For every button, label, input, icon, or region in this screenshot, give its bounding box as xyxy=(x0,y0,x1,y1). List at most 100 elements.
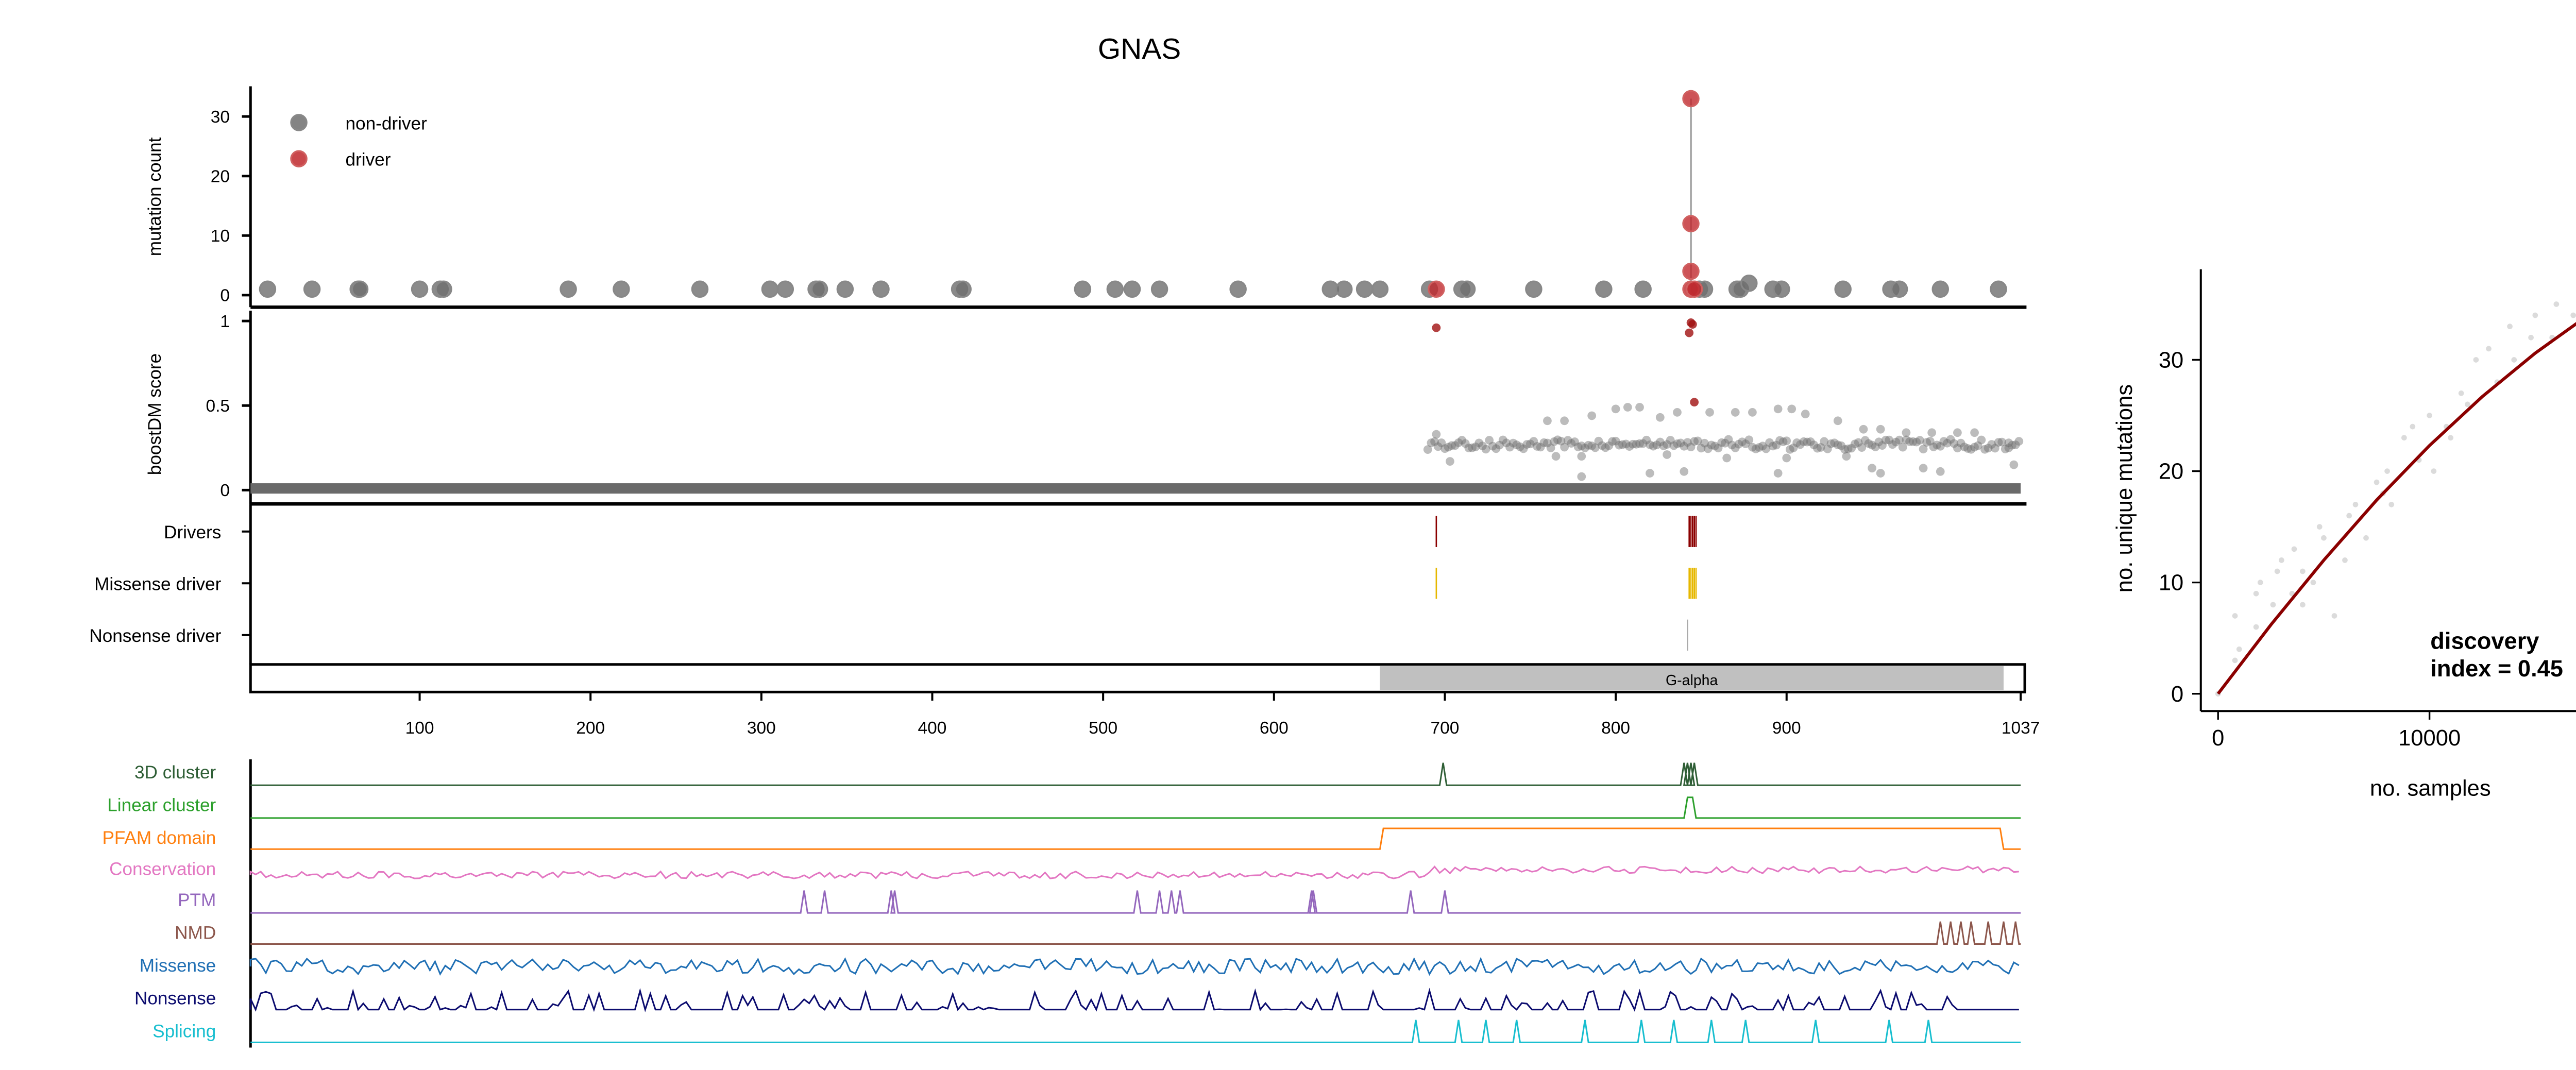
boostdm-point xyxy=(1840,445,1849,454)
boostdm-point xyxy=(1787,404,1797,414)
sample-point xyxy=(2431,468,2437,474)
boostdm-point xyxy=(2004,443,2013,452)
sample-point xyxy=(2410,423,2416,430)
boostdm-point xyxy=(1642,435,1651,445)
boostdm-point xyxy=(1876,469,1885,478)
sample-point xyxy=(2507,324,2513,330)
boostdm-point xyxy=(1516,442,1524,451)
boostdm-point xyxy=(1700,438,1709,448)
boostdm-point xyxy=(1543,416,1552,426)
non-driver-point xyxy=(1074,280,1092,298)
track-label-3d-cluster: 3D cluster xyxy=(134,762,216,783)
legend-label-driver: driver xyxy=(346,150,391,170)
boostdm-point xyxy=(1919,464,1928,473)
sample-point xyxy=(2316,524,2323,530)
x-tick-label: 100 xyxy=(405,719,434,738)
boostdm-point xyxy=(1751,445,1760,453)
sample-point xyxy=(2253,590,2259,597)
boostdm-point xyxy=(1891,437,1901,447)
sample-point xyxy=(2570,312,2576,318)
boostdm-point xyxy=(1437,438,1446,447)
y-tick-label: 0.5 xyxy=(206,397,230,416)
boostdm-point xyxy=(1833,440,1842,450)
mutation-count-panel: mutation count 0 10 20 30 non-driver driver xyxy=(145,86,2027,309)
boostdm-point xyxy=(1478,441,1487,450)
boostdm-point xyxy=(1950,439,1959,448)
boostdm-point xyxy=(1946,435,1955,444)
track-label-pfam-domain: PFAM domain xyxy=(102,828,216,848)
y-tick-label: 30 xyxy=(211,108,230,127)
boostdm-point xyxy=(1939,437,1948,446)
y-axis-label: no. unique mutations xyxy=(2112,384,2137,592)
boostdm-point xyxy=(1526,439,1535,449)
boostdm-driver-point xyxy=(1690,398,1699,407)
non-driver-point xyxy=(1890,280,1908,298)
boostdm-point xyxy=(1567,439,1576,448)
boostdm-point xyxy=(1608,437,1617,446)
boostdm-point xyxy=(1925,436,1935,446)
boostdm-point xyxy=(1871,443,1880,451)
boostdm-point xyxy=(1943,438,1952,448)
boostdm-point xyxy=(1773,469,1783,478)
non-driver-point xyxy=(954,280,972,298)
sample-point xyxy=(2511,357,2517,363)
boostdm-point xyxy=(1714,444,1723,453)
boostdm-point xyxy=(1876,424,1885,434)
boostdm-point xyxy=(1868,464,1876,473)
boostdm-point xyxy=(1646,469,1654,478)
track-line-ptm xyxy=(250,890,2021,914)
boostdm-point xyxy=(1710,441,1719,451)
boostdm-point xyxy=(1533,442,1541,451)
boostdm-point xyxy=(1902,435,1911,445)
boostdm-point xyxy=(1768,441,1777,451)
track-line-nonsense xyxy=(249,988,2019,1013)
non-driver-point xyxy=(1834,280,1852,298)
non-driver-point xyxy=(1931,280,1949,298)
sample-point xyxy=(2363,535,2369,541)
track-line-pfam-domain xyxy=(250,827,2021,850)
sample-point xyxy=(2448,435,2454,441)
boostdm-point xyxy=(1551,452,1561,461)
non-driver-point xyxy=(303,280,321,298)
driver-point xyxy=(1682,215,1700,232)
boostdm-point xyxy=(1741,439,1750,448)
boostdm-point xyxy=(1587,441,1597,450)
legend-label-non-driver: non-driver xyxy=(346,113,428,133)
y-tick-label: 0 xyxy=(2171,682,2183,707)
boostdm-point xyxy=(1577,441,1586,450)
y-tick-label: 30 xyxy=(2159,348,2183,373)
boostdm-point xyxy=(1433,442,1443,451)
sample-point xyxy=(2486,346,2492,352)
boostdm-point xyxy=(1543,438,1552,448)
non-driver-point xyxy=(1355,280,1374,298)
boostdm-point xyxy=(1977,435,1986,445)
non-driver-point xyxy=(351,280,369,298)
boostdm-point xyxy=(1970,443,1979,452)
boostdm-point xyxy=(1553,435,1562,445)
boostdm-point xyxy=(1990,444,1999,453)
boostdm-point xyxy=(1786,445,1794,454)
x-tick-label: 0 xyxy=(2212,726,2224,751)
boostdm-point xyxy=(1727,440,1736,450)
boostdm-point xyxy=(1933,440,1941,450)
boostdm-point xyxy=(1492,444,1501,453)
boostdm-point xyxy=(2011,440,2020,449)
boostdm-point xyxy=(1842,452,1851,461)
boostdm-point xyxy=(1673,408,1682,417)
boostdm-point xyxy=(1765,438,1774,447)
non-driver-point xyxy=(872,280,890,298)
boostdm-point xyxy=(1868,440,1876,450)
boostdm-point xyxy=(1652,440,1662,450)
y-tick-label: 1 xyxy=(220,312,230,331)
boostdm-point xyxy=(1919,445,1928,454)
boostdm-point xyxy=(1581,444,1589,452)
sample-point xyxy=(2553,301,2560,307)
sample-point xyxy=(2232,613,2238,619)
boostdm-point xyxy=(1847,444,1856,453)
legend-marker-driver xyxy=(290,150,308,167)
boostdm-point xyxy=(1997,437,2007,447)
boostdm-point xyxy=(1683,438,1692,447)
boostdm-point xyxy=(1724,435,1733,444)
boostdm-panel: boostDM score 0 0.5 1 xyxy=(145,311,2027,506)
